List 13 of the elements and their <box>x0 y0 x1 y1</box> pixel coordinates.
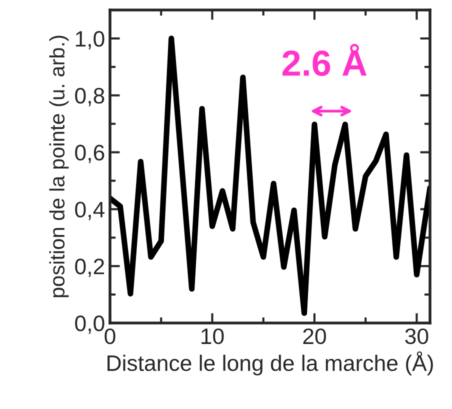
annotation: 2.6 Å <box>282 44 367 76</box>
x-tick-label: 0 <box>104 328 116 344</box>
x-tick-label: 10 <box>202 328 224 344</box>
x-axis-title: Distance le long de la marche (Å) <box>108 351 433 376</box>
y-tick-label: 0,6 <box>75 144 104 164</box>
x-tick-label: 30 <box>405 328 428 344</box>
y-tick-label: 0,0 <box>75 316 104 334</box>
y-tick-label: 0,8 <box>75 88 104 106</box>
y-tick-label: 0,2 <box>75 258 104 277</box>
y-tick-label: 0,4 <box>75 202 104 220</box>
y-axis-title: position de la pointe (u. arb.) <box>49 36 69 298</box>
y-tick-label: 1,0 <box>76 30 104 50</box>
x-tick-label: 20 <box>303 328 326 344</box>
